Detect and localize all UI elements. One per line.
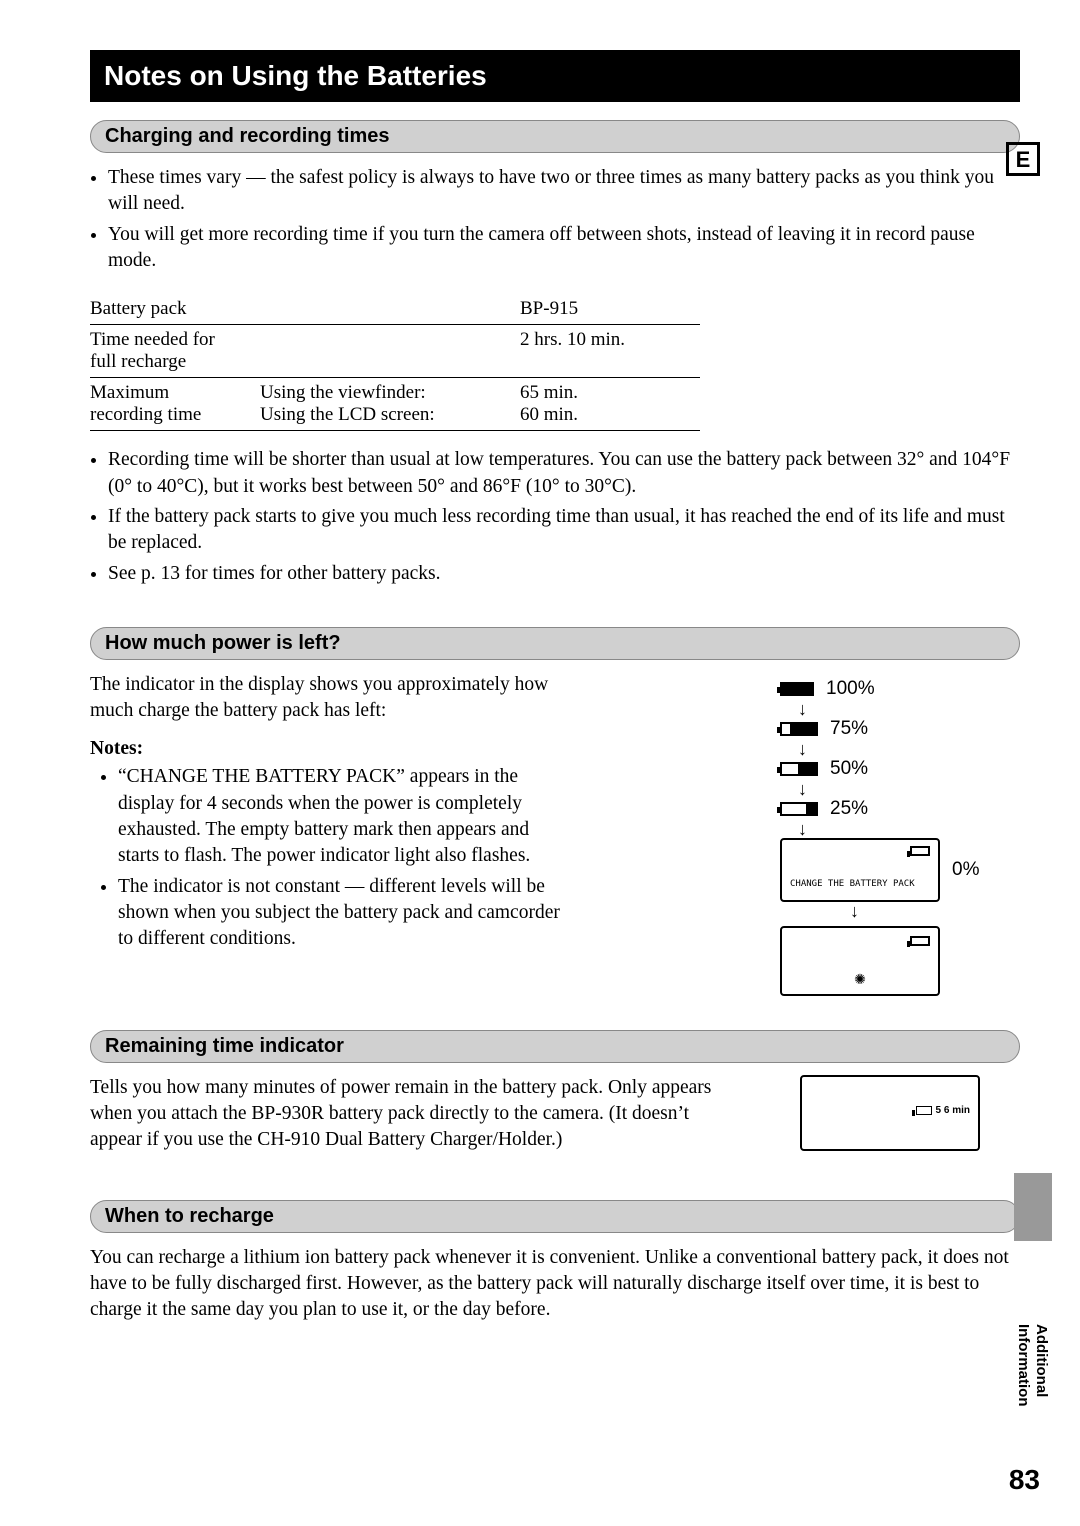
table-r1c2 [260, 294, 520, 324]
battery-icon-25 [780, 802, 818, 816]
flash-battery-box: ✺ [780, 926, 940, 996]
arrow-down-icon: ↓ [798, 780, 1020, 798]
battery-label-75: 75% [830, 718, 868, 740]
battery-label-50: 50% [830, 758, 868, 780]
s1-bullet-1: These times vary — the safest policy is … [108, 165, 1020, 218]
battery-label-100: 100% [826, 678, 875, 700]
s1-bullets-top: These times vary — the safest policy is … [90, 165, 1020, 274]
table-r2c1: Time needed for full recharge [90, 325, 260, 378]
battery-icon-empty [910, 846, 930, 856]
table-r2c3: 2 hrs. 10 min. [520, 325, 700, 378]
arrow-down-icon: ↓ [798, 740, 1020, 758]
section-power-header: How much power is left? [90, 627, 1020, 660]
table-r1c3: BP-915 [520, 294, 700, 324]
side-tab-l1: Additional [1033, 1324, 1050, 1397]
table-r3c3a: 65 min. [520, 382, 578, 403]
language-tab: E [1006, 142, 1040, 176]
s4-p1: You can recharge a lithium ion battery p… [90, 1245, 1020, 1324]
table-r1c1: Battery pack [90, 294, 260, 324]
table-r3c2b: Using the LCD screen: [260, 404, 435, 425]
table-r2c2 [260, 325, 520, 378]
battery-table: Battery pack BP-915 Time needed for full… [90, 294, 700, 431]
s1-bullet-4: If the battery pack starts to give you m… [108, 504, 1020, 557]
arrow-down-icon: ↓ [798, 820, 1020, 838]
side-tab-label: Additional Information [1014, 1324, 1050, 1407]
s1-bullets-bottom: Recording time will be shorter than usua… [90, 447, 1020, 587]
s2-notes-list: “CHANGE THE BATTERY PACK” appears in the… [90, 764, 560, 952]
s1-bullet-3: Recording time will be shorter than usua… [108, 447, 1020, 500]
s1-bullet-5: See p. 13 for times for other battery pa… [108, 561, 1020, 587]
battery-icon-50 [780, 762, 818, 776]
table-r3c2: Using the viewfinder: Using the LCD scre… [260, 378, 520, 431]
battery-icon-flash [910, 936, 930, 946]
side-tab-l2: Information [1015, 1324, 1032, 1407]
page-number: 83 [1009, 1464, 1040, 1496]
table-r3c2a: Using the viewfinder: [260, 382, 426, 403]
battery-icon-75 [780, 722, 818, 736]
section-charging-header: Charging and recording times [90, 120, 1020, 153]
remaining-time-text: 5 6 min [936, 1105, 970, 1116]
battery-label-25: 25% [830, 798, 868, 820]
table-r3c3b: 60 min. [520, 404, 578, 425]
notes-heading: Notes: [90, 738, 730, 760]
s2-note-1: “CHANGE THE BATTERY PACK” appears in the… [118, 764, 560, 869]
s2-p1: The indicator in the display shows you a… [90, 672, 560, 725]
s2-note-2: The indicator is not constant — differen… [118, 874, 560, 953]
change-battery-text: CHANGE THE BATTERY PACK [790, 880, 915, 890]
section-remaining-header: Remaining time indicator [90, 1030, 1020, 1063]
side-tab-marker [1014, 1173, 1052, 1241]
change-battery-box: CHANGE THE BATTERY PACK [780, 838, 940, 902]
battery-icon-100 [780, 682, 814, 696]
section-recharge-header: When to recharge [90, 1200, 1020, 1233]
arrow-down-icon: ↓ [850, 902, 1020, 920]
battery-label-0: 0% [952, 859, 979, 881]
remaining-time-box: 5 6 min [800, 1075, 980, 1151]
arrow-down-icon: ↓ [798, 700, 1020, 718]
battery-level-diagram: 100% ↓ 75% ↓ 50% ↓ 25% ↓ CHANGE THE BATT… [760, 672, 1020, 996]
s1-bullet-2: You will get more recording time if you … [108, 222, 1020, 275]
battery-icon-small [916, 1106, 932, 1115]
page-title: Notes on Using the Batteries [90, 50, 1020, 102]
table-r3c1: Maximum recording time [90, 378, 260, 431]
s3-p1: Tells you how many minutes of power rema… [90, 1075, 740, 1154]
table-r3c3: 65 min. 60 min. [520, 378, 700, 431]
flash-radiate-icon: ✺ [854, 971, 866, 988]
